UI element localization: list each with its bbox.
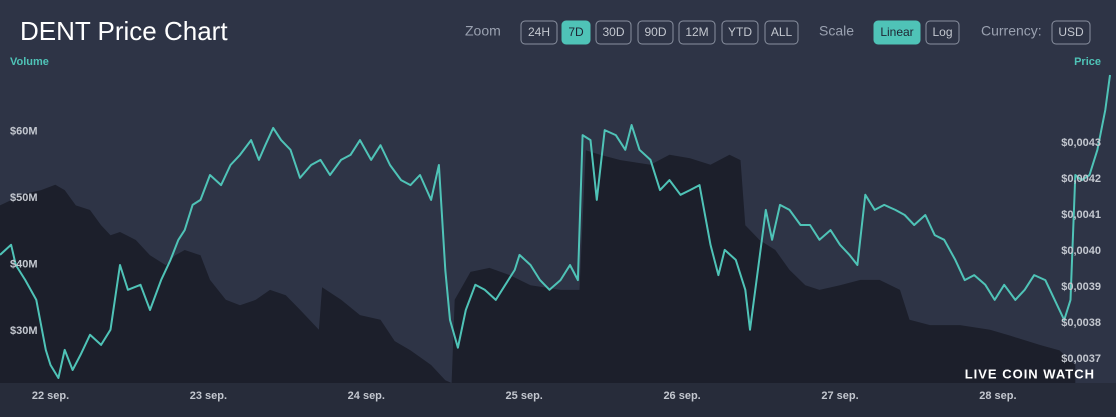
button[interactable] xyxy=(764,20,799,45)
button-label[interactable]: 7D xyxy=(568,25,584,39)
y-axis-title: Volume xyxy=(10,56,49,68)
zoom-label: Zoom xyxy=(465,23,501,39)
chart-title: DENT Price Chart xyxy=(20,16,228,46)
y-tick-label: $30M xyxy=(10,325,38,337)
y2-tick-label: $0,0038 xyxy=(1061,317,1101,329)
y2-tick-label: $0,0037 xyxy=(1061,353,1101,365)
price-line xyxy=(0,74,1111,379)
y2-tick-label: $0,0040 xyxy=(1061,245,1101,257)
x-axis-strip xyxy=(0,383,1116,417)
button[interactable] xyxy=(1051,20,1091,45)
button[interactable] xyxy=(873,20,921,45)
scale-label: Scale xyxy=(819,23,854,39)
y2-tick-label: $0,0039 xyxy=(1061,281,1101,293)
y2-tick-label: $0,0043 xyxy=(1061,137,1101,149)
y2-tick-label: $0,0041 xyxy=(1061,209,1101,221)
button[interactable] xyxy=(595,20,632,45)
button[interactable] xyxy=(925,20,960,45)
button-label[interactable]: Log xyxy=(932,25,952,39)
y2-axis-title: Price xyxy=(1074,56,1101,68)
x-tick-label: 27 sep. xyxy=(821,390,858,402)
y-tick-label: $50M xyxy=(10,192,38,204)
button[interactable] xyxy=(561,20,591,45)
button[interactable] xyxy=(721,20,759,45)
currency-label: Currency: xyxy=(981,23,1042,39)
volume-area xyxy=(0,150,1076,383)
button-label[interactable]: 90D xyxy=(644,25,666,39)
x-tick-label: 28 sep. xyxy=(979,390,1016,402)
x-tick-label: 24 sep. xyxy=(348,390,385,402)
x-tick-label: 22 sep. xyxy=(32,390,69,402)
x-tick-label: 25 sep. xyxy=(506,390,543,402)
button-label[interactable]: 12M xyxy=(685,25,708,39)
y-tick-label: $60M xyxy=(10,125,38,137)
x-tick-label: 23 sep. xyxy=(190,390,227,402)
button-label[interactable]: 30D xyxy=(602,25,624,39)
watermark: LIVE COIN WATCH xyxy=(965,366,1095,381)
button-label[interactable]: ALL xyxy=(771,25,793,39)
y2-tick-label: $0,0042 xyxy=(1061,173,1101,185)
button-label[interactable]: USD xyxy=(1058,25,1084,39)
button-label[interactable]: Linear xyxy=(880,25,913,39)
x-tick-label: 26 sep. xyxy=(663,390,700,402)
button-label[interactable]: YTD xyxy=(728,25,752,39)
button[interactable] xyxy=(520,20,558,45)
button[interactable] xyxy=(637,20,674,45)
plot-area xyxy=(0,74,1111,383)
button[interactable] xyxy=(678,20,716,45)
y-tick-label: $40M xyxy=(10,258,38,270)
button-label[interactable]: 24H xyxy=(528,25,550,39)
